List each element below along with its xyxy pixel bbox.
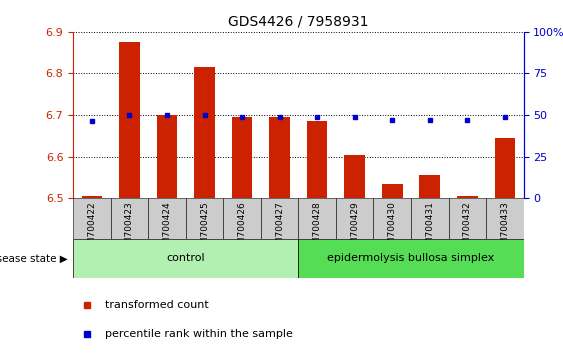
Text: GSM700432: GSM700432	[463, 201, 472, 256]
FancyBboxPatch shape	[449, 198, 486, 239]
Bar	[194, 67, 215, 198]
Bar	[269, 117, 290, 198]
FancyBboxPatch shape	[486, 198, 524, 239]
Text: GSM700427: GSM700427	[275, 201, 284, 256]
Text: percentile rank within the sample: percentile rank within the sample	[105, 329, 293, 339]
Bar	[119, 42, 140, 198]
Bar	[345, 155, 365, 198]
FancyBboxPatch shape	[73, 198, 111, 239]
Text: GSM700429: GSM700429	[350, 201, 359, 256]
Bar	[494, 138, 515, 198]
FancyBboxPatch shape	[73, 239, 298, 278]
Text: GSM700423: GSM700423	[125, 201, 134, 256]
Bar	[232, 117, 252, 198]
Text: GSM700428: GSM700428	[312, 201, 321, 256]
FancyBboxPatch shape	[411, 198, 449, 239]
FancyBboxPatch shape	[111, 198, 148, 239]
FancyBboxPatch shape	[224, 198, 261, 239]
Bar	[82, 196, 102, 198]
FancyBboxPatch shape	[336, 198, 373, 239]
Text: GSM700422: GSM700422	[87, 201, 96, 256]
Text: transformed count: transformed count	[105, 299, 208, 310]
Text: GSM700433: GSM700433	[501, 201, 510, 256]
Text: epidermolysis bullosa simplex: epidermolysis bullosa simplex	[327, 253, 495, 263]
FancyBboxPatch shape	[186, 198, 224, 239]
Text: GDS4426 / 7958931: GDS4426 / 7958931	[228, 14, 369, 28]
Text: GSM700431: GSM700431	[425, 201, 434, 256]
Bar	[157, 115, 177, 198]
Text: GSM700430: GSM700430	[388, 201, 397, 256]
Bar	[382, 184, 403, 198]
FancyBboxPatch shape	[373, 198, 411, 239]
Bar	[307, 121, 328, 198]
FancyBboxPatch shape	[148, 198, 186, 239]
Text: GSM700426: GSM700426	[238, 201, 247, 256]
Text: GSM700425: GSM700425	[200, 201, 209, 256]
Text: GSM700424: GSM700424	[163, 201, 172, 256]
FancyBboxPatch shape	[298, 239, 524, 278]
Text: control: control	[167, 253, 205, 263]
FancyBboxPatch shape	[298, 198, 336, 239]
FancyBboxPatch shape	[261, 198, 298, 239]
Bar	[457, 196, 477, 198]
Text: disease state ▶: disease state ▶	[0, 253, 68, 263]
Bar	[419, 175, 440, 198]
